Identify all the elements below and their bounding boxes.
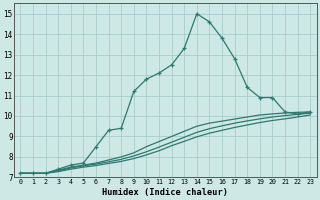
X-axis label: Humidex (Indice chaleur): Humidex (Indice chaleur) (102, 188, 228, 197)
